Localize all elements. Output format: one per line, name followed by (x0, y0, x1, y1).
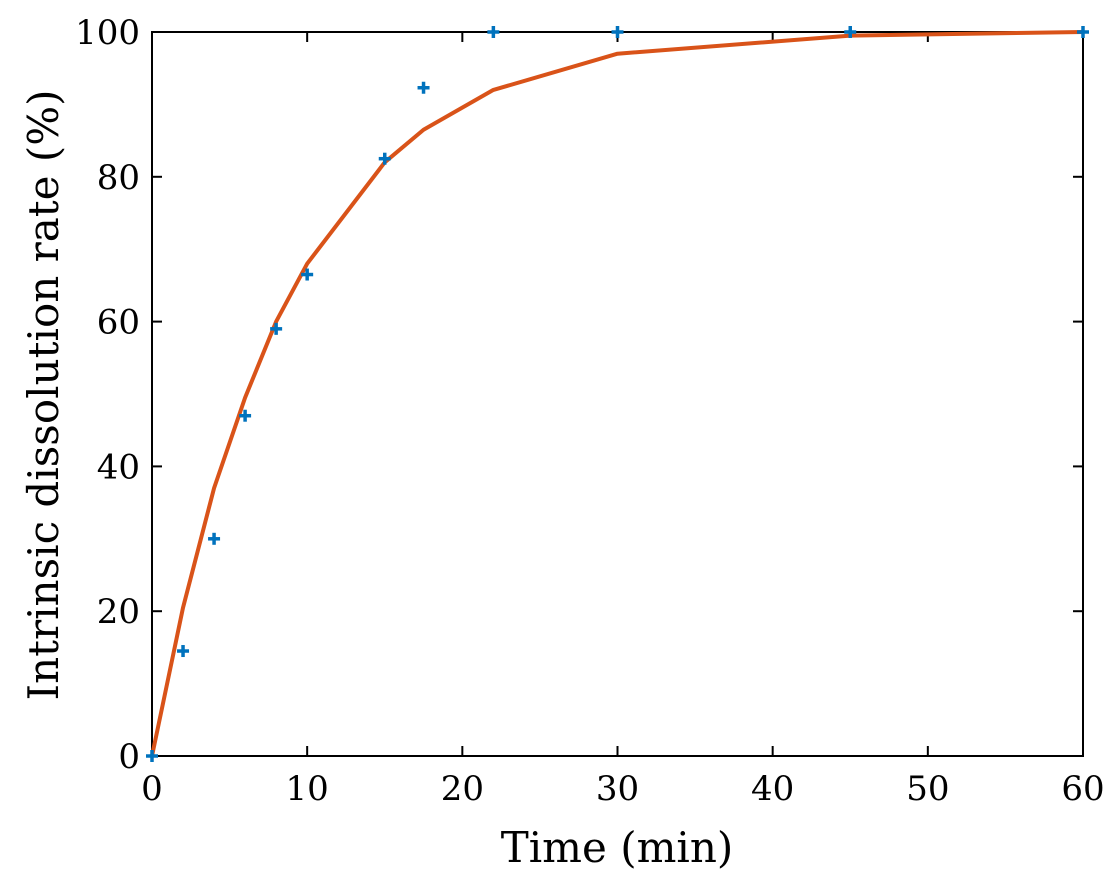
x-tick-label: 0 (141, 769, 163, 809)
fit-line (150, 30, 1084, 757)
data-point-marker (301, 268, 314, 281)
y-tick-label: 0 (118, 737, 140, 777)
data-point-marker (270, 322, 283, 335)
y-tick-label: 100 (75, 13, 140, 53)
data-point-marker (378, 152, 391, 165)
y-axis-title: Intrinsic dissolution rate (%) (19, 89, 68, 700)
y-tick-label: 80 (97, 158, 140, 198)
data-point-marker (177, 645, 190, 658)
x-axis-title: Time (min) (501, 823, 734, 872)
data-point-marker (208, 532, 221, 545)
data-point-marker (239, 409, 252, 422)
x-tick-label: 30 (596, 769, 639, 809)
fit-line-series (150, 30, 1084, 757)
data-point-marker (844, 26, 857, 38)
y-tick-label: 40 (97, 447, 140, 487)
x-tick-label: 50 (906, 769, 949, 809)
measured-marker-series (146, 26, 1089, 762)
data-point-marker (487, 26, 500, 38)
x-tick-label: 20 (441, 769, 484, 809)
x-tick-label: 60 (1061, 769, 1104, 809)
y-tick-label: 60 (97, 303, 140, 343)
y-tick-label: 20 (97, 592, 140, 632)
data-point-marker (417, 81, 430, 94)
data-point-marker (1077, 26, 1089, 38)
x-tick-label: 40 (751, 769, 794, 809)
data-point-marker (611, 26, 624, 38)
tick-labels: 0 10 20 30 40 50 60 0 20 40 60 80 100 (75, 13, 1105, 809)
x-tick-label: 10 (286, 769, 329, 809)
data-point-marker (146, 750, 158, 762)
